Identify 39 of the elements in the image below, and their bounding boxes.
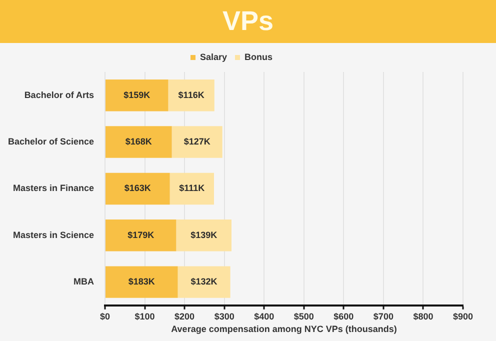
legend-label: Salary: [200, 52, 228, 62]
legend-label: Bonus: [244, 52, 273, 62]
bar: [176, 220, 232, 252]
x-tick-label: $600: [334, 311, 354, 322]
data-label: $159K: [124, 90, 151, 100]
data-label: $139K: [190, 230, 218, 240]
bar: [106, 266, 178, 298]
x-tick-label: $800: [413, 311, 434, 322]
x-tick-label: $400: [254, 311, 274, 322]
bar: [106, 220, 176, 252]
x-tick-label: $900: [452, 311, 474, 322]
x-tick-label: $100: [134, 311, 155, 322]
bar: [178, 266, 230, 298]
x-tick-label: $500: [294, 311, 314, 322]
y-tick-label: Masters in Finance: [12, 183, 94, 194]
data-label: $116K: [178, 90, 205, 100]
data-label: $179K: [128, 230, 155, 240]
x-tick-label: $700: [373, 311, 394, 322]
chart-title: VPs: [0, 0, 496, 43]
y-tick-label: Masters in Science: [12, 230, 94, 240]
x-tick-label: $0: [100, 311, 110, 322]
x-tick-label: $300: [214, 311, 234, 322]
bar: [172, 126, 222, 158]
bar: [106, 126, 172, 158]
bar: [106, 79, 168, 112]
data-label: $163K: [124, 183, 152, 194]
bar: [106, 172, 170, 205]
y-tick-label: Bachelor of Arts: [24, 90, 94, 100]
data-label: $183K: [128, 276, 156, 287]
x-axis-title: Average compensation among NYC VPs (thousands): [171, 324, 397, 334]
data-label: $168K: [125, 136, 152, 147]
data-label: $111K: [179, 183, 206, 194]
bar: [168, 79, 214, 112]
x-tick-label: $200: [174, 311, 195, 322]
bar: [170, 172, 214, 205]
data-label: $132K: [190, 276, 218, 287]
y-tick-label: MBA: [74, 276, 94, 287]
y-tick-label: Bachelor of Science: [8, 136, 94, 147]
data-label: $127K: [184, 136, 211, 147]
